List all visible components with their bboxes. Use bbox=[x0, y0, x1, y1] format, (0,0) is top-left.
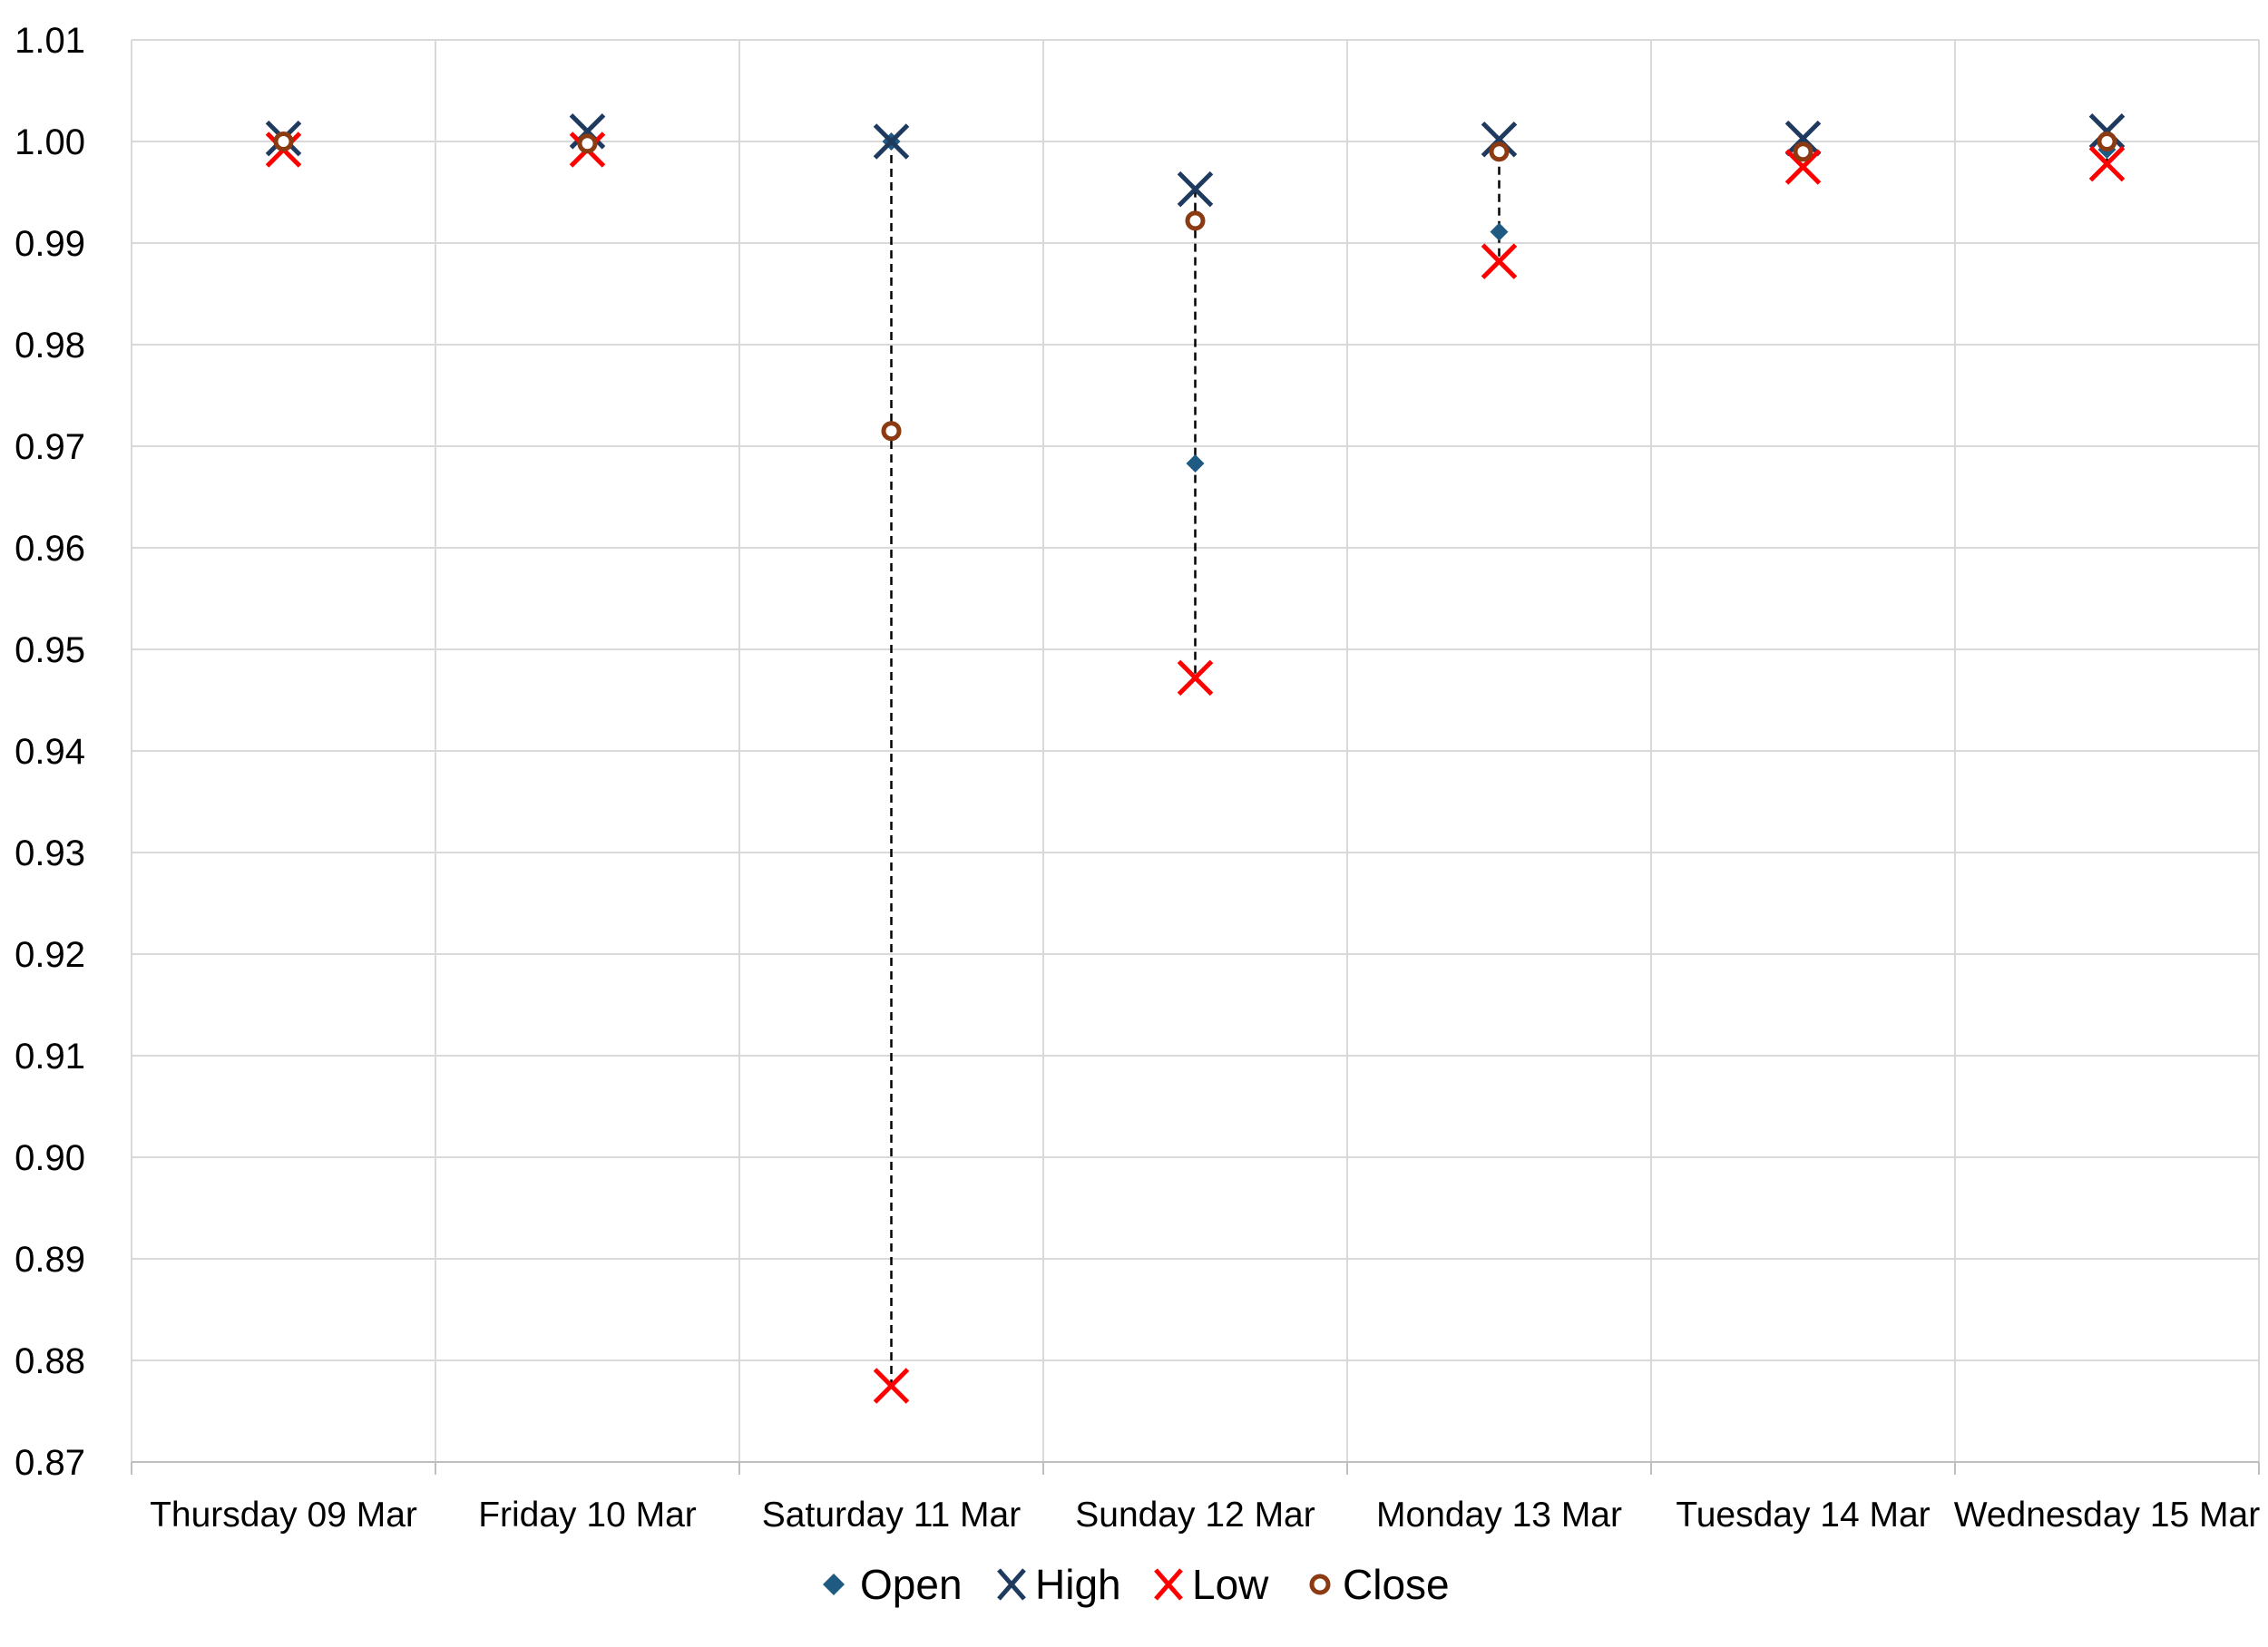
y-tick-label: 0.91 bbox=[15, 1037, 85, 1077]
legend-open-diamond-icon bbox=[823, 1574, 845, 1595]
y-tick-label: 0.87 bbox=[15, 1443, 85, 1483]
high-point bbox=[1177, 171, 1214, 208]
high-point bbox=[1784, 120, 1822, 157]
legend-low-x-icon bbox=[1154, 1568, 1183, 1601]
close-point bbox=[1793, 141, 1813, 162]
open-point bbox=[1186, 454, 1205, 473]
high-point bbox=[2088, 113, 2126, 150]
legend-item-open: Open bbox=[823, 1561, 963, 1608]
y-tick-label: 1.01 bbox=[15, 21, 85, 61]
y-tick-label: 0.97 bbox=[15, 427, 85, 467]
close-point bbox=[2097, 132, 2117, 151]
x-category-label: Wednesday 15 Mar bbox=[1954, 1496, 2260, 1535]
legend-close-circle-icon bbox=[1309, 1574, 1331, 1595]
legend: Open High Low Close bbox=[823, 1561, 1450, 1608]
close-point bbox=[881, 421, 902, 442]
close-point bbox=[273, 132, 294, 151]
close-point bbox=[1185, 210, 1206, 231]
legend-item-high: High bbox=[997, 1561, 1121, 1608]
gridlines bbox=[131, 39, 2260, 1462]
y-tick-label: 0.99 bbox=[15, 224, 85, 264]
legend-item-low: Low bbox=[1154, 1561, 1269, 1608]
close-point bbox=[577, 133, 598, 154]
axes bbox=[131, 1461, 2260, 1475]
x-category-label: Sunday 12 Mar bbox=[1075, 1496, 1315, 1535]
x-category-label: Friday 10 Mar bbox=[478, 1496, 697, 1535]
x-category-label: Monday 13 Mar bbox=[1376, 1496, 1622, 1535]
legend-label-close: Close bbox=[1343, 1561, 1450, 1608]
high-point bbox=[1481, 121, 1518, 158]
y-tick-label: 0.93 bbox=[15, 833, 85, 873]
y-tick-label: 0.94 bbox=[15, 732, 85, 772]
plot-area bbox=[131, 39, 2260, 1475]
legend-item-close: Close bbox=[1309, 1561, 1450, 1608]
high-point bbox=[569, 113, 606, 150]
y-tick-label: 0.88 bbox=[15, 1341, 85, 1381]
data-markers bbox=[265, 113, 2126, 1404]
x-axis-category-labels: Thursday 09 Mar Friday 10 Mar Saturday 11 … bbox=[150, 1496, 2260, 1535]
low-point bbox=[1784, 149, 1822, 185]
low-point bbox=[873, 1368, 910, 1404]
y-tick-label: 0.98 bbox=[15, 326, 85, 365]
close-point bbox=[1489, 141, 1510, 162]
x-category-label: Thursday 09 Mar bbox=[150, 1496, 417, 1535]
y-tick-label: 0.90 bbox=[15, 1138, 85, 1178]
y-tick-label: 0.89 bbox=[15, 1240, 85, 1280]
x-category-label: Tuesday 14 Mar bbox=[1676, 1496, 1930, 1535]
legend-label-open: Open bbox=[860, 1561, 963, 1608]
x-category-label: Saturday 11 Mar bbox=[762, 1496, 1021, 1535]
open-point bbox=[1490, 222, 1509, 241]
y-axis-tick-labels: 0.87 0.88 0.89 0.90 0.91 0.92 0.93 0.94 0.95 0.96… bbox=[15, 21, 85, 1483]
legend-high-x-icon bbox=[997, 1568, 1026, 1601]
y-tick-label: 0.95 bbox=[15, 630, 85, 670]
y-tick-label: 0.92 bbox=[15, 935, 85, 975]
y-tick-label: 0.96 bbox=[15, 529, 85, 569]
legend-label-high: High bbox=[1035, 1561, 1121, 1608]
low-point bbox=[2088, 145, 2126, 182]
legend-label-low: Low bbox=[1192, 1561, 1269, 1608]
low-point bbox=[1481, 243, 1518, 279]
high-point bbox=[873, 123, 910, 160]
y-tick-label: 1.00 bbox=[15, 122, 85, 162]
low-point bbox=[1177, 659, 1214, 697]
